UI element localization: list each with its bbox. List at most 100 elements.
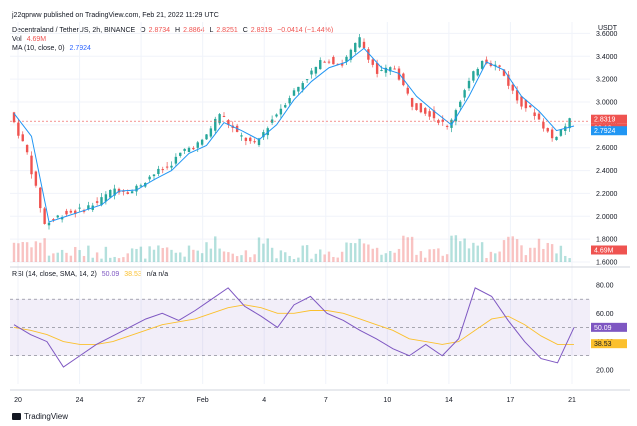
x-tick-label: 10 [383,397,391,404]
volume-bar [91,257,94,262]
ohlc-l-label: L [209,27,214,34]
volume-bar [196,250,199,262]
candle-body [104,194,108,202]
candle-body [25,144,29,153]
candle-body [393,68,396,70]
tradingview-brand[interactable]: TradingView [12,412,68,421]
candle-body [249,137,252,142]
candle-body [78,207,81,209]
candle-body [284,105,287,108]
volume-bar [253,254,256,262]
volume-bar [292,258,296,262]
volume-bar [393,252,396,262]
candle-body [424,108,427,114]
volume-bar [546,242,549,262]
candle-body [60,217,64,220]
volume-badge-bg [591,245,627,255]
candle-body [489,63,493,66]
volume-bar [244,250,248,262]
volume-bar [432,249,436,262]
volume-bar [43,238,46,262]
volume-bar [122,257,125,262]
volume-bar [498,251,501,262]
volume-bar [113,256,116,262]
x-tick-label: 7 [324,397,328,404]
volume-bar [214,236,217,262]
volume-bar [520,245,523,262]
ohlc-l: 2.8251 [216,27,238,34]
volume-bar [100,258,103,262]
volume-bar [358,238,361,262]
candle-body [56,215,59,218]
candle-body [227,120,230,125]
volume-bar [270,247,274,262]
volume-bar [284,252,287,262]
ohlc-h: 2.8864 [183,27,205,34]
volume-bar [12,242,16,262]
candle-body [529,105,532,108]
volume-bar [410,236,414,262]
volume-bar [450,235,453,262]
candle-body [384,67,388,73]
volume-bar [305,245,309,262]
volume-bar [205,242,208,262]
rsi-line [13,287,575,368]
volume-bar [476,245,479,262]
volume-bar [568,258,571,262]
candle-body [74,210,77,214]
currency-label: USDT [598,25,618,32]
candle-body [253,141,256,143]
volume-bar [323,254,326,262]
volume-bar [279,250,283,262]
volume-bar [192,249,195,262]
candle-body [222,115,226,118]
candle-body [375,62,379,74]
rsi-label: RSI (14, close, SMA, 14, 2) [12,271,97,278]
volume-bar [200,253,204,262]
candle-body [270,119,274,123]
candle-body [183,148,186,151]
volume-bar [266,238,269,262]
volume-bar [354,243,357,262]
volume-bar [467,248,471,262]
candle-body [511,84,514,91]
candle-body [244,137,248,141]
candle-body [165,166,169,168]
candle-body [555,136,558,140]
volume-bar [537,238,541,262]
candle-body [262,132,265,138]
candle-body [205,134,208,140]
volume-bar [472,242,475,262]
volume-bar [144,258,147,262]
volume-bar [47,255,51,262]
candle-body [498,65,501,67]
x-tick-label: 21 [568,397,576,404]
y-tick-label: 3.2000 [596,77,618,84]
candle-body [297,86,300,92]
candle-body [546,128,549,132]
volume-bar [288,255,291,262]
candle-body [21,134,24,142]
candle-body [354,42,357,52]
volume-bar [117,258,121,262]
x-tick-label: Feb [197,397,209,404]
x-tick-label: 27 [137,397,145,404]
volume-bar [327,251,331,262]
candle-body [288,98,291,104]
volume-bar [319,249,322,262]
candle-body [559,129,563,136]
rsi-na: n/a n/a [146,271,169,278]
vol-line: Vol 4.69M [12,36,49,43]
candle-body [30,155,33,175]
ohlc-h-label: H [175,27,181,34]
candle-body [310,70,313,75]
volume-bar [375,247,379,262]
candle-body [406,87,409,94]
candle-body [126,192,129,194]
candle-body [65,210,68,215]
ohlc-c: 2.8319 [250,27,273,34]
symbol-title: Decentraland / TetherUS, 2h, BINANCE [12,27,136,34]
volume-bar [21,242,24,262]
candle-body [345,56,348,62]
